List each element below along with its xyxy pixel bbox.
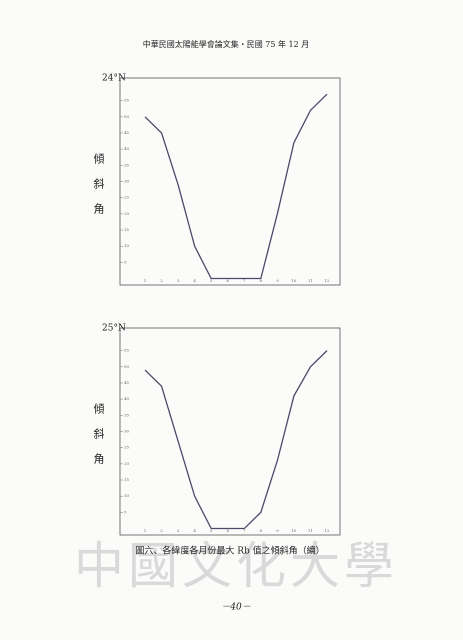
x-tick-label: 9 xyxy=(276,528,279,533)
x-tick-label: 8 xyxy=(260,528,263,533)
y-axis-label: 傾斜角 xyxy=(92,402,105,478)
y-tick-label: 20 xyxy=(124,461,130,466)
watermark: 中國文化大學 xyxy=(74,537,398,595)
y-tick-label: 25 xyxy=(124,445,130,450)
y-tick-label: 35 xyxy=(124,162,130,167)
y-tick-label: 30 xyxy=(124,429,130,434)
x-tick-label: 12 xyxy=(324,528,330,533)
y-tick-label: 50 xyxy=(124,114,130,119)
x-tick-label: 5 xyxy=(210,528,213,533)
x-tick-label: 11 xyxy=(308,528,313,533)
x-tick-label: 3 xyxy=(177,528,180,533)
page-number: －40－ xyxy=(221,603,250,613)
panel-label: 25°N xyxy=(102,324,126,334)
x-tick-label: 6 xyxy=(226,278,229,283)
x-tick-label: 7 xyxy=(243,278,246,283)
x-tick-label: 8 xyxy=(260,278,263,283)
y-tick-label: 5 xyxy=(124,259,127,264)
x-tick-label: 2 xyxy=(160,278,163,283)
x-tick-label: 5 xyxy=(210,278,213,283)
plot-frame xyxy=(119,77,341,286)
x-tick-label: 2 xyxy=(160,528,163,533)
y-tick-label: 35 xyxy=(124,412,130,417)
y-tick-label: 30 xyxy=(124,179,130,184)
x-tick-label: 10 xyxy=(291,528,297,533)
y-tick-label: 40 xyxy=(124,146,130,151)
y-tick-label: 15 xyxy=(124,477,130,482)
header: 中華民國太陽能學會論文集・民國 75 年 12 月 xyxy=(143,39,310,49)
panel-label: 24°N xyxy=(102,74,126,84)
data-line xyxy=(144,93,328,280)
x-tick-label: 11 xyxy=(308,278,313,283)
y-tick-label: 45 xyxy=(124,380,130,385)
x-tick-label: 4 xyxy=(193,278,196,283)
x-tick-label: 1 xyxy=(144,278,147,283)
y-tick-label: 10 xyxy=(124,243,130,248)
y-tick-label: 40 xyxy=(124,396,130,401)
plot-frame xyxy=(119,327,341,536)
caption: 圖六、各緯度各月份最大 Rb 值之傾斜角（續） xyxy=(135,545,324,557)
x-tick-label: 1 xyxy=(144,528,147,533)
y-tick-label: 50 xyxy=(124,364,130,369)
x-tick-label: 10 xyxy=(291,278,297,283)
y-tick-label: 55 xyxy=(124,348,130,353)
x-tick-label: 7 xyxy=(243,528,246,533)
x-tick-label: 9 xyxy=(276,278,279,283)
y-tick-label: 25 xyxy=(124,195,130,200)
data-line xyxy=(144,350,328,530)
x-tick-label: 6 xyxy=(226,528,229,533)
y-tick-label: 45 xyxy=(124,130,130,135)
y-tick-label: 10 xyxy=(124,493,130,498)
x-tick-label: 4 xyxy=(193,528,196,533)
y-tick-label: 15 xyxy=(124,227,130,232)
y-tick-label: 5 xyxy=(124,509,127,514)
y-tick-label: 55 xyxy=(124,98,130,103)
x-tick-label: 3 xyxy=(177,278,180,283)
y-tick-label: 20 xyxy=(124,211,130,216)
y-axis-label: 傾斜角 xyxy=(92,152,105,228)
x-tick-label: 12 xyxy=(324,278,330,283)
